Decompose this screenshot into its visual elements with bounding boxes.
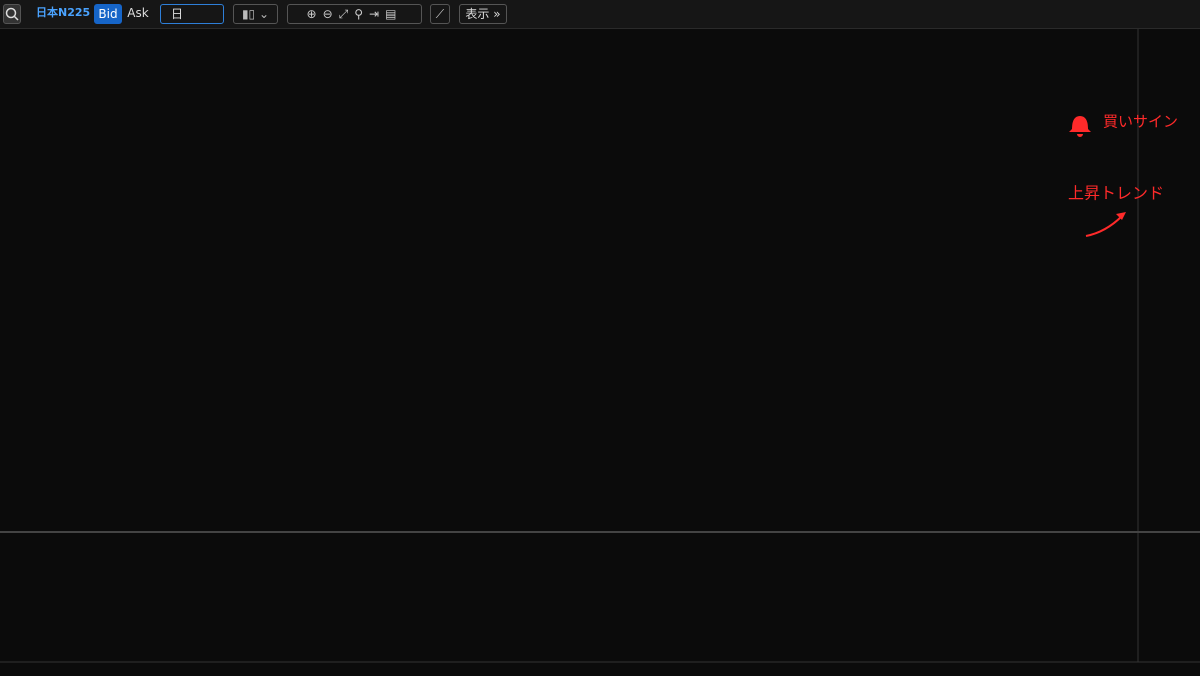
symbol[interactable]: 日本N225 (36, 6, 91, 19)
buy-annotation: 買いサイン (1069, 113, 1178, 137)
zoom-tools[interactable]: ⊕⊖⤢⚲⇥▤ (287, 4, 422, 24)
buy-signal-label: 買いサイン (1103, 113, 1178, 131)
indicator-button[interactable]: ⟋ (430, 4, 450, 24)
chart-type-select[interactable]: ▮▯ ⌄ (233, 4, 278, 24)
interval-select[interactable]: 日 (160, 4, 224, 24)
bid-button[interactable]: Bid (94, 4, 122, 24)
trend-arrow (1085, 215, 1123, 237)
display-button[interactable]: 表示 » (459, 4, 507, 24)
trend-annotation: 上昇トレンド (1068, 184, 1164, 237)
bell-icon (1069, 116, 1091, 137)
uptrend-label: 上昇トレンド (1068, 184, 1164, 203)
display-label: 表示 (465, 7, 490, 21)
trend-arrow-head (1116, 212, 1126, 220)
ask-button[interactable]: Ask (127, 6, 149, 20)
background (0, 29, 1200, 676)
